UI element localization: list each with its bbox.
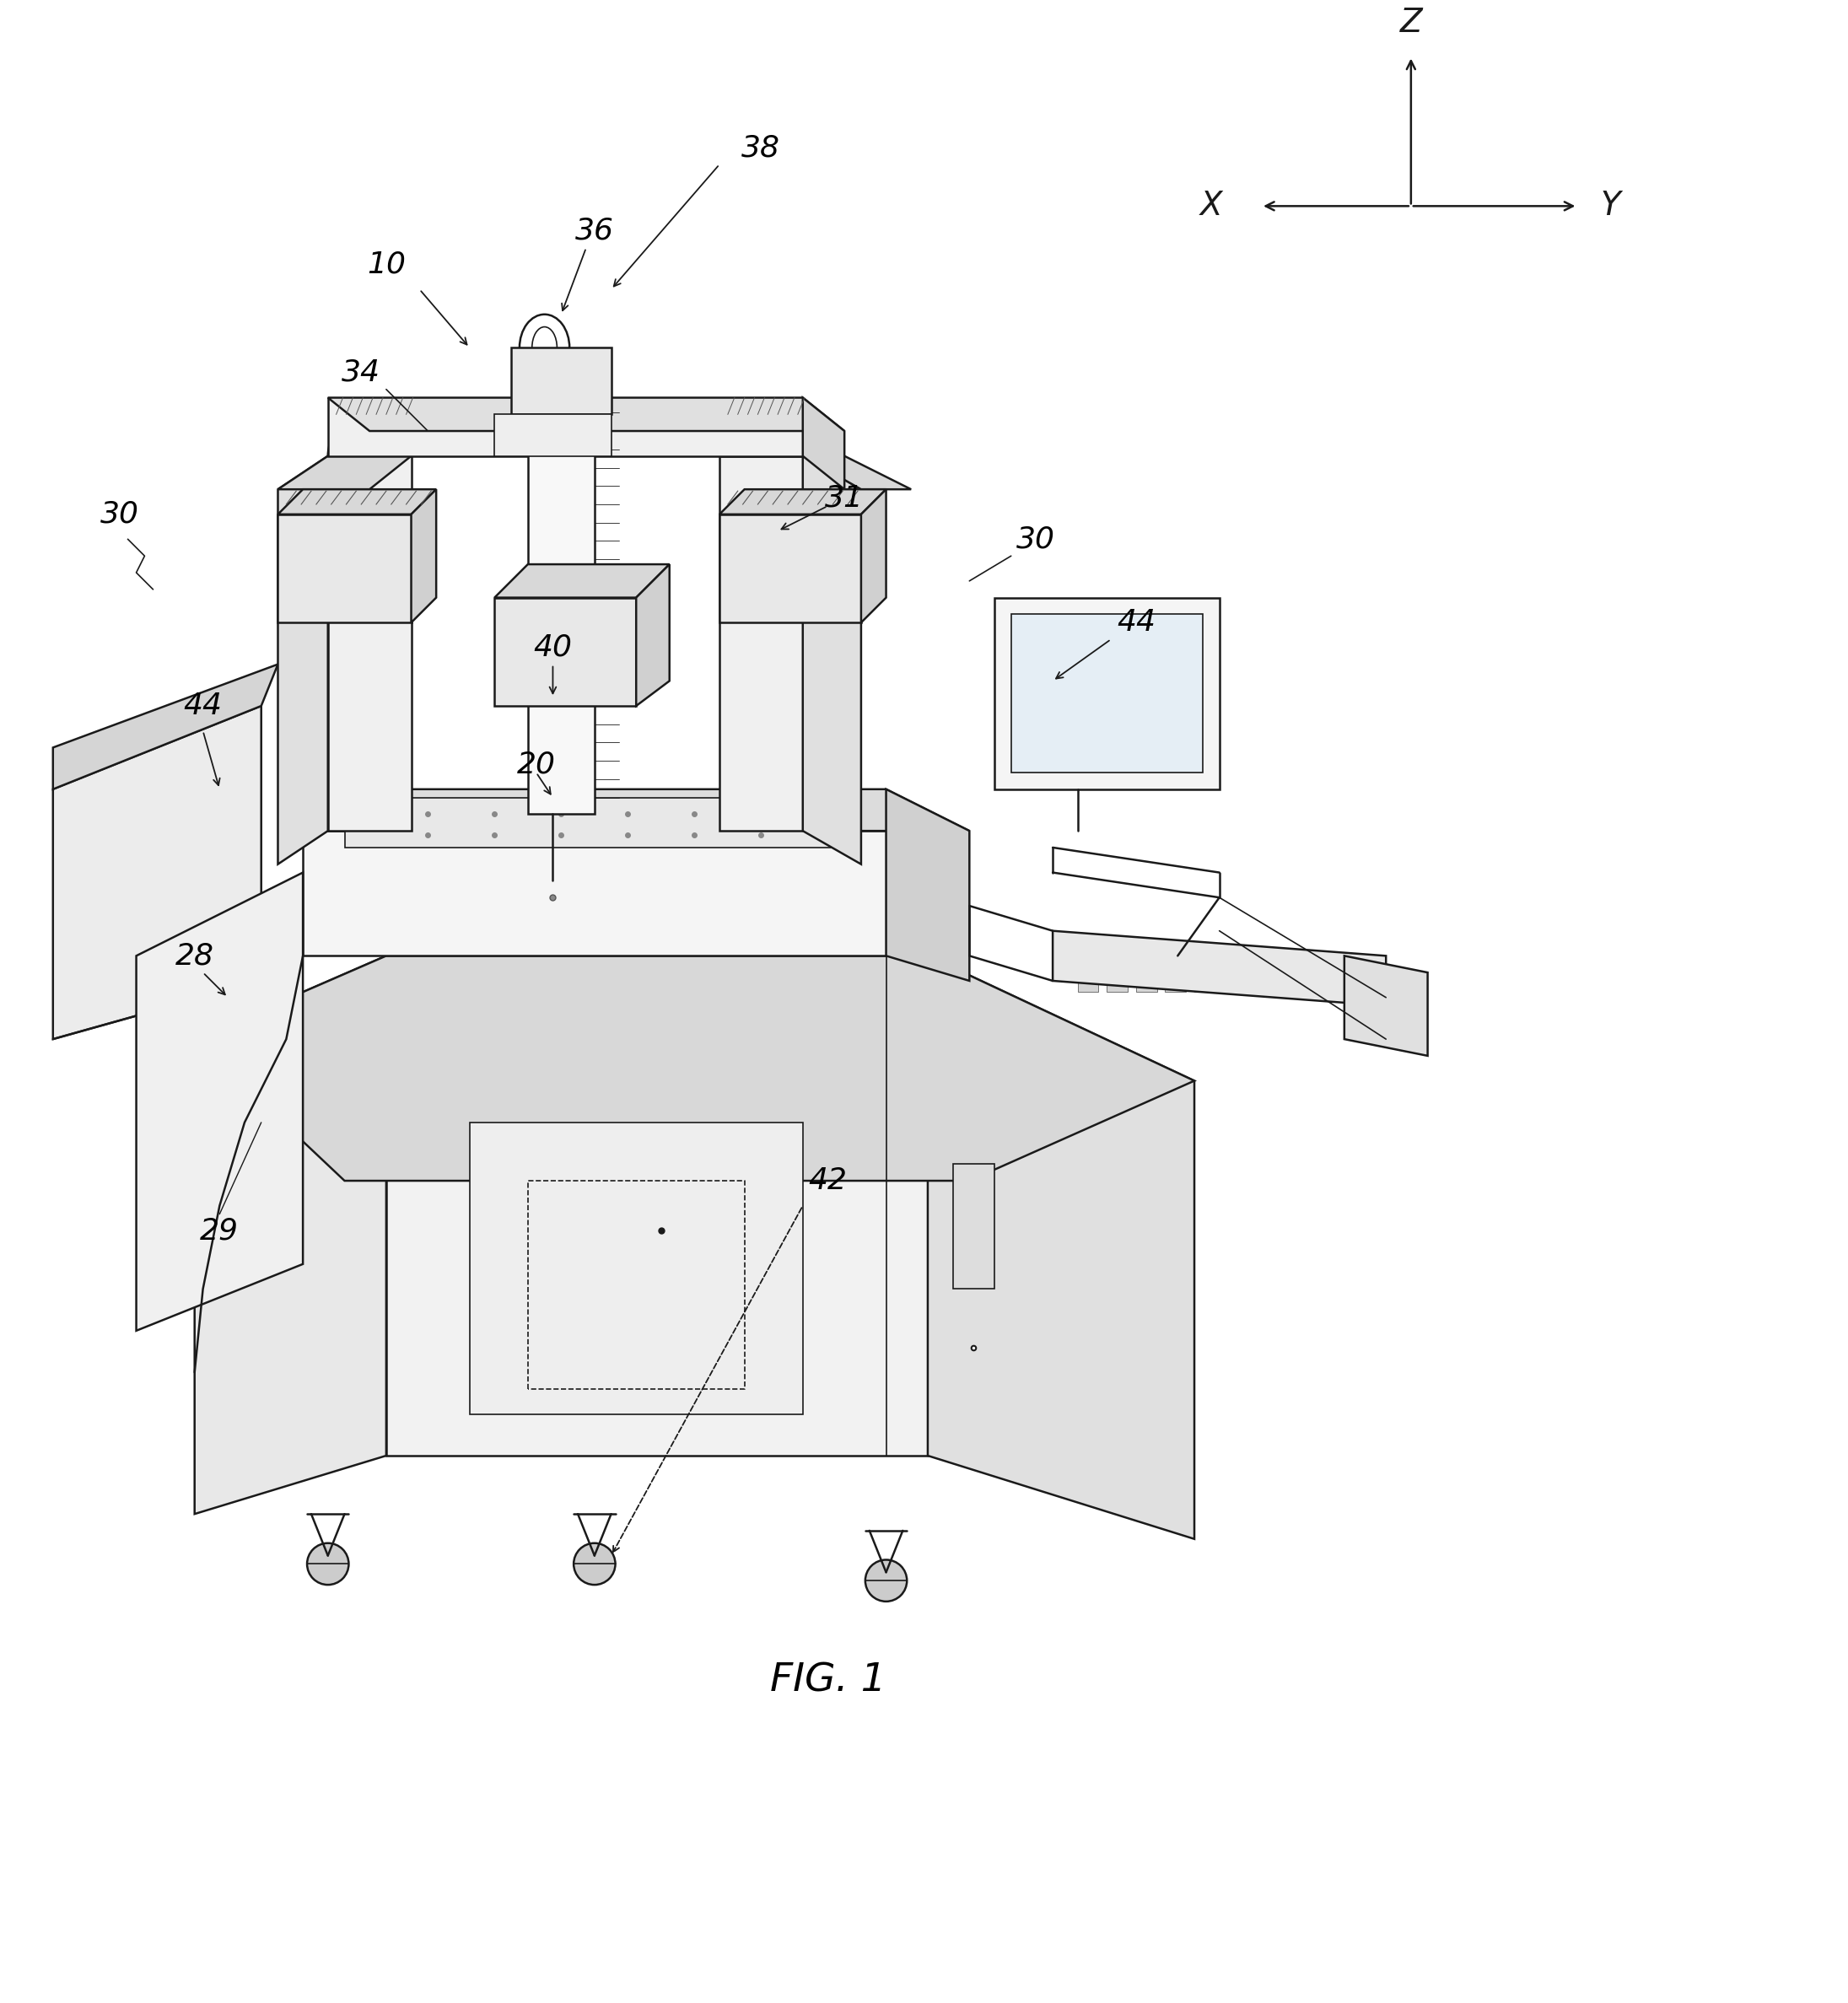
Bar [1166, 967, 1186, 977]
Text: 28: 28 [176, 941, 214, 969]
Polygon shape [495, 597, 636, 705]
Text: 20: 20 [517, 749, 556, 779]
Bar [1283, 967, 1303, 977]
Polygon shape [54, 705, 261, 1040]
Polygon shape [495, 415, 612, 457]
Polygon shape [303, 789, 970, 831]
Bar [1253, 967, 1273, 977]
Text: FIG. 1: FIG. 1 [769, 1662, 885, 1701]
Polygon shape [327, 399, 845, 431]
Polygon shape [802, 457, 861, 863]
Polygon shape [277, 457, 412, 489]
Polygon shape [994, 597, 1220, 789]
Polygon shape [54, 665, 277, 789]
Text: 36: 36 [575, 216, 614, 246]
Bar [1223, 981, 1244, 991]
Polygon shape [719, 515, 861, 623]
Bar [1223, 967, 1244, 977]
Text: 44: 44 [1116, 609, 1155, 637]
Polygon shape [277, 515, 412, 623]
Polygon shape [928, 955, 1194, 1538]
Circle shape [573, 1542, 615, 1584]
Text: 42: 42 [808, 1166, 846, 1196]
Polygon shape [802, 457, 911, 489]
Circle shape [307, 1542, 349, 1584]
Text: 44: 44 [183, 691, 222, 721]
Polygon shape [194, 955, 1194, 1180]
Polygon shape [885, 789, 970, 981]
Polygon shape [529, 415, 595, 813]
Bar [1077, 981, 1098, 991]
Polygon shape [137, 873, 303, 1330]
Text: 29: 29 [200, 1216, 238, 1246]
Bar [1107, 967, 1127, 977]
Bar [1137, 967, 1157, 977]
Polygon shape [719, 457, 802, 831]
Polygon shape [469, 1122, 802, 1414]
Polygon shape [386, 955, 928, 1456]
Bar [1137, 981, 1157, 991]
Text: 38: 38 [741, 134, 780, 162]
Text: Y: Y [1600, 190, 1621, 222]
Bar [1340, 967, 1360, 977]
Text: 10: 10 [366, 250, 405, 278]
Polygon shape [327, 457, 412, 831]
Polygon shape [636, 565, 669, 705]
Bar [1077, 967, 1098, 977]
Bar [1310, 981, 1332, 991]
Bar [1194, 981, 1216, 991]
Polygon shape [303, 831, 885, 955]
Polygon shape [277, 457, 327, 863]
Bar [1340, 981, 1360, 991]
Text: Z: Z [1399, 6, 1423, 38]
Text: 40: 40 [534, 633, 573, 661]
Polygon shape [327, 399, 802, 457]
Polygon shape [719, 489, 885, 515]
Polygon shape [344, 797, 861, 847]
Polygon shape [1053, 931, 1386, 1006]
Polygon shape [802, 399, 845, 489]
Bar [1283, 981, 1303, 991]
Bar [1253, 981, 1273, 991]
Bar [1194, 967, 1216, 977]
Polygon shape [277, 489, 436, 515]
Text: 31: 31 [824, 483, 863, 513]
Polygon shape [412, 489, 436, 623]
Polygon shape [512, 349, 612, 415]
Circle shape [865, 1560, 907, 1602]
Text: X: X [1199, 190, 1222, 222]
Text: 34: 34 [342, 359, 381, 387]
Bar [1107, 981, 1127, 991]
Polygon shape [1343, 955, 1429, 1056]
Text: 30: 30 [1016, 525, 1055, 553]
Polygon shape [861, 489, 885, 623]
Polygon shape [1011, 615, 1203, 773]
Polygon shape [495, 565, 669, 597]
Bar [1166, 981, 1186, 991]
Bar [1310, 967, 1332, 977]
Text: 30: 30 [100, 501, 139, 529]
Polygon shape [194, 955, 386, 1514]
Polygon shape [954, 1164, 994, 1290]
